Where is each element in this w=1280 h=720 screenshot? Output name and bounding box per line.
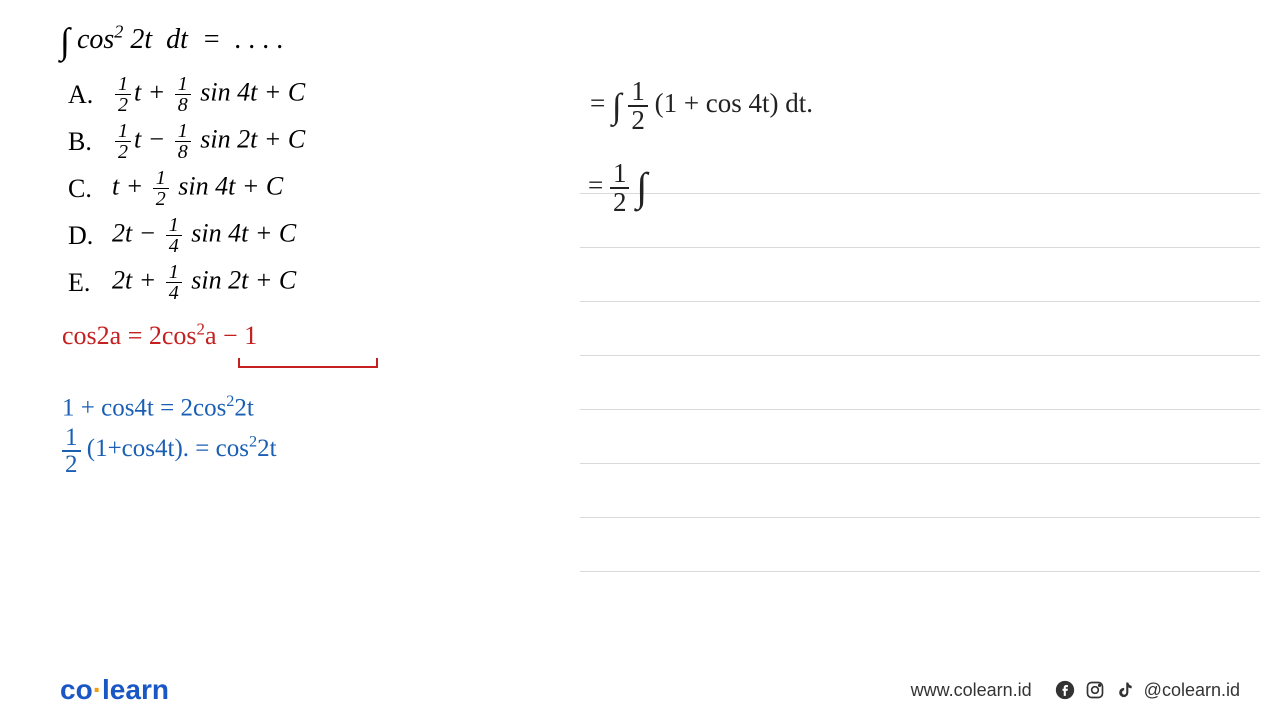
option-letter: C. bbox=[68, 174, 112, 204]
option-letter: A. bbox=[68, 80, 112, 110]
footer: co·learn www.colearn.id @colearn.id bbox=[60, 674, 1240, 706]
tiktok-icon bbox=[1114, 679, 1136, 701]
option-letter: B. bbox=[68, 127, 112, 157]
handwritten-work-line1: = ∫ 12 (1 + cos 4t) dt. bbox=[590, 78, 813, 134]
integral-sign: ∫ bbox=[60, 21, 70, 61]
option-letter: E. bbox=[68, 268, 112, 298]
facebook-icon bbox=[1054, 679, 1076, 701]
ruled-paper bbox=[580, 140, 1260, 620]
handwritten-work-line2: = 12 ∫ bbox=[588, 160, 647, 216]
footer-url: www.colearn.id bbox=[911, 680, 1032, 701]
option-letter: D. bbox=[68, 221, 112, 251]
social-icons: @colearn.id bbox=[1054, 679, 1240, 701]
instagram-icon bbox=[1084, 679, 1106, 701]
question-body: cos2 2t dt = . . . . bbox=[77, 24, 284, 55]
question: ∫ cos2 2t dt = . . . . bbox=[60, 20, 1220, 62]
brand-logo: co·learn bbox=[60, 674, 169, 706]
underbracket bbox=[238, 360, 378, 368]
footer-handle: @colearn.id bbox=[1144, 680, 1240, 701]
